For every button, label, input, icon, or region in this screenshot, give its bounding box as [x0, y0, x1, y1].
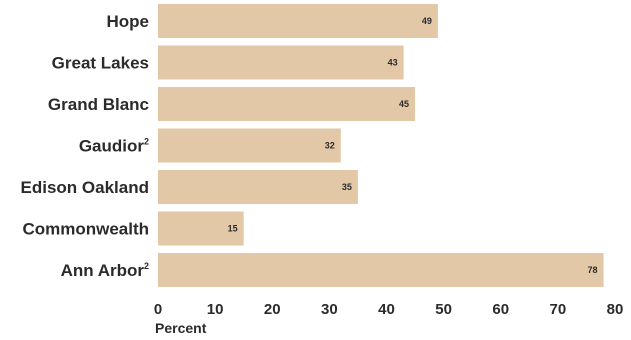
bar-commonwealth: [158, 211, 244, 246]
bar-grand-blanc: [158, 87, 416, 121]
category-superscript: 2: [144, 261, 149, 271]
category-label: Ann Arbor2: [61, 261, 149, 280]
x-tick-label: 20: [264, 301, 281, 318]
category-label: Great Lakes: [52, 54, 149, 73]
value-label: 78: [588, 265, 598, 275]
bar-hope: [158, 4, 438, 38]
x-tick-label: 80: [607, 301, 624, 318]
x-tick-label: 40: [378, 301, 395, 318]
category-label: Grand Blanc: [48, 95, 149, 114]
x-tick-label: 60: [492, 301, 509, 318]
bar-edison-oakland: [158, 170, 358, 204]
bar-great-lakes: [158, 45, 404, 80]
x-tick-label: 0: [154, 301, 162, 318]
category-labels-group: Hope Great Lakes Grand Blanc Gaudior2 Edison…: [21, 12, 149, 280]
value-label: 49: [422, 16, 432, 26]
x-tick-label: 50: [435, 301, 452, 318]
value-label: 32: [325, 141, 335, 151]
bar-gaudior: [158, 128, 341, 163]
category-label: Gaudior2: [79, 137, 149, 156]
category-label: Edison Oakland: [21, 178, 149, 197]
category-label: Commonwealth: [22, 220, 149, 239]
value-label: 45: [399, 99, 409, 109]
bars-group: 49 43 45 32 35 15 78: [158, 4, 604, 287]
value-label: 15: [228, 224, 238, 234]
value-label: 35: [342, 182, 352, 192]
x-axis-title: Percent: [155, 320, 207, 336]
x-tick-label: 10: [207, 301, 224, 318]
category-superscript: 2: [144, 137, 149, 147]
category-label: Hope: [107, 12, 150, 31]
x-tick-label: 70: [550, 301, 567, 318]
x-tick-label: 30: [321, 301, 338, 318]
value-label: 43: [388, 58, 398, 68]
bar-ann-arbor: [158, 253, 604, 287]
x-tick-labels-group: 0 10 20 30 40 50 60 70 80: [154, 301, 624, 318]
